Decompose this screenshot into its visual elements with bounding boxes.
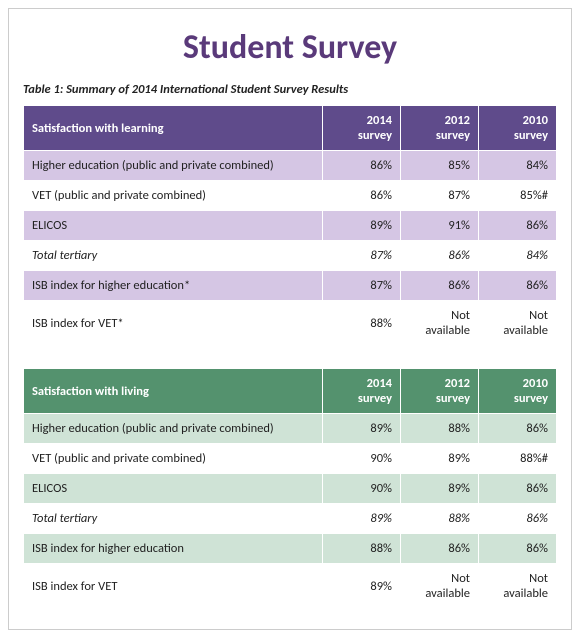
row-label: Higher education (public and private com… (24, 151, 323, 181)
row-label: ISB index for VET (24, 564, 323, 609)
table-learning-body: Higher education (public and private com… (24, 151, 557, 346)
cell-2014: 89% (323, 504, 401, 534)
cell-2014: 90% (323, 444, 401, 474)
row-label: ELICOS (24, 474, 323, 504)
cell-2014: 86% (323, 151, 401, 181)
cell-2012: 86% (401, 241, 479, 271)
cell-2010: 84% (479, 241, 557, 271)
table-learning: Satisfaction with learning 2014 survey 2… (23, 105, 557, 346)
table-row: ELICOS90%89%86% (24, 474, 557, 504)
cell-2010: Not available (479, 564, 557, 609)
cell-2010: 86% (479, 414, 557, 444)
table-row: ISB index for VET89%Not availableNot ava… (24, 564, 557, 609)
row-label: ISB index for higher education* (24, 271, 323, 301)
table-row: ISB index for VET*88%Not availableNot av… (24, 301, 557, 346)
cell-2014: 88% (323, 301, 401, 346)
cell-2012: Not available (401, 564, 479, 609)
row-label: Total tertiary (24, 241, 323, 271)
table-row: VET (public and private combined)86%87%8… (24, 181, 557, 211)
header-2012: 2012 survey (401, 106, 479, 151)
cell-2012: 88% (401, 504, 479, 534)
cell-2012: 86% (401, 534, 479, 564)
page-container: Student Survey Table 1: Summary of 2014 … (8, 8, 572, 630)
spacer (23, 346, 557, 368)
cell-2010: 85%# (479, 181, 557, 211)
cell-2010: Not available (479, 301, 557, 346)
cell-2012: Not available (401, 301, 479, 346)
cell-2010: 84% (479, 151, 557, 181)
cell-2014: 88% (323, 534, 401, 564)
cell-2014: 86% (323, 181, 401, 211)
header-2010: 2010 survey (479, 106, 557, 151)
cell-2010: 88%# (479, 444, 557, 474)
table-caption: Table 1: Summary of 2014 International S… (23, 82, 557, 97)
table-row: Higher education (public and private com… (24, 151, 557, 181)
header-2014: 2014 survey (323, 106, 401, 151)
header-2010: 2010 survey (479, 369, 557, 414)
table-row: VET (public and private combined)90%89%8… (24, 444, 557, 474)
row-label: VET (public and private combined) (24, 181, 323, 211)
cell-2014: 90% (323, 474, 401, 504)
cell-2010: 86% (479, 534, 557, 564)
header-2012: 2012 survey (401, 369, 479, 414)
table-row: Total tertiary89%88%86% (24, 504, 557, 534)
header-label: Satisfaction with learning (24, 106, 323, 151)
table-row: Higher education (public and private com… (24, 414, 557, 444)
table-header-row: Satisfaction with living 2014 survey 201… (24, 369, 557, 414)
header-2014: 2014 survey (323, 369, 401, 414)
cell-2014: 87% (323, 241, 401, 271)
table-living: Satisfaction with living 2014 survey 201… (23, 368, 557, 609)
row-label: ELICOS (24, 211, 323, 241)
table-row: Total tertiary87%86%84% (24, 241, 557, 271)
cell-2012: 89% (401, 444, 479, 474)
cell-2012: 86% (401, 271, 479, 301)
cell-2014: 89% (323, 564, 401, 609)
cell-2010: 86% (479, 504, 557, 534)
cell-2012: 91% (401, 211, 479, 241)
row-label: VET (public and private combined) (24, 444, 323, 474)
cell-2014: 87% (323, 271, 401, 301)
row-label: Total tertiary (24, 504, 323, 534)
cell-2010: 86% (479, 211, 557, 241)
header-label: Satisfaction with living (24, 369, 323, 414)
row-label: ISB index for VET* (24, 301, 323, 346)
cell-2010: 86% (479, 474, 557, 504)
row-label: ISB index for higher education (24, 534, 323, 564)
cell-2014: 89% (323, 414, 401, 444)
table-header-row: Satisfaction with learning 2014 survey 2… (24, 106, 557, 151)
cell-2010: 86% (479, 271, 557, 301)
page-title: Student Survey (23, 27, 557, 68)
cell-2014: 89% (323, 211, 401, 241)
cell-2012: 85% (401, 151, 479, 181)
table-row: ISB index for higher education*87%86%86% (24, 271, 557, 301)
table-living-body: Higher education (public and private com… (24, 414, 557, 609)
cell-2012: 87% (401, 181, 479, 211)
row-label: Higher education (public and private com… (24, 414, 323, 444)
table-row: ELICOS89%91%86% (24, 211, 557, 241)
cell-2012: 89% (401, 474, 479, 504)
cell-2012: 88% (401, 414, 479, 444)
table-row: ISB index for higher education88%86%86% (24, 534, 557, 564)
